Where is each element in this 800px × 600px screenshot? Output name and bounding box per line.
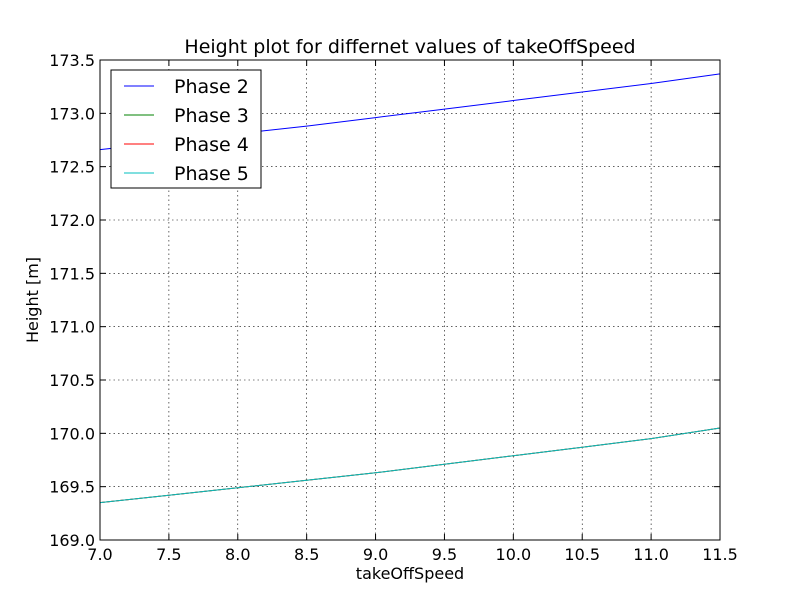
- x-tick-label: 7.5: [156, 545, 181, 564]
- x-tick-label: 11.0: [633, 545, 669, 564]
- y-tick-label: 172.5: [49, 158, 95, 177]
- x-tick-label: 7.0: [87, 545, 112, 564]
- legend-label: Phase 4: [174, 134, 249, 156]
- x-tick-label: 8.5: [294, 545, 319, 564]
- legend: Phase 2 Phase 3 Phase 4 Phase 5: [110, 69, 262, 189]
- y-tick-label: 172.0: [49, 211, 95, 230]
- x-tick-label: 10.0: [496, 545, 532, 564]
- y-tick-label: 173.5: [49, 51, 95, 70]
- y-tick-label: 169.0: [49, 531, 95, 550]
- x-tick-label: 10.5: [564, 545, 600, 564]
- axis-ticks: 7.0 7.5 8.0 8.5 9.0 9.5 10.0 10.5 11.0 11.5 169.0 1…: [49, 51, 738, 564]
- y-tick-label: 171.5: [49, 264, 95, 283]
- y-tick-label: 169.5: [49, 478, 95, 497]
- chart-title: Height plot for differnet values of take…: [184, 36, 635, 58]
- series-lines: [99, 73, 721, 504]
- legend-box: [110, 69, 262, 189]
- x-tick-label: 8.0: [225, 545, 250, 564]
- y-tick-label: 171.0: [49, 318, 95, 337]
- y-axis-label: Height [m]: [23, 257, 42, 343]
- y-tick-label: 173.0: [49, 104, 95, 123]
- x-axis-label: takeOffSpeed: [356, 564, 464, 583]
- x-tick-label: 9.5: [432, 545, 457, 564]
- series-line-phase-5: [99, 427, 721, 504]
- y-tick-label: 170.0: [49, 424, 95, 443]
- x-tick-label: 11.5: [702, 545, 738, 564]
- legend-label: Phase 3: [174, 105, 249, 127]
- plot-frame: [99, 59, 721, 541]
- x-tick-label: 9.0: [363, 545, 388, 564]
- legend-entries: Phase 2 Phase 3 Phase 4 Phase 5: [124, 76, 249, 185]
- legend-label: Phase 5: [174, 163, 249, 185]
- y-tick-label: 170.5: [49, 371, 95, 390]
- legend-label: Phase 2: [174, 76, 249, 98]
